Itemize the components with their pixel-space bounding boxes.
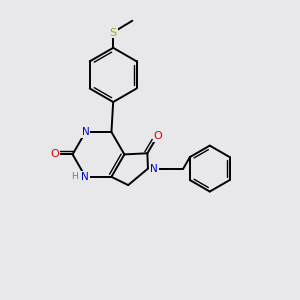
Text: O: O bbox=[50, 149, 59, 159]
Text: H: H bbox=[71, 172, 78, 182]
Text: N: N bbox=[81, 172, 89, 182]
Text: S: S bbox=[110, 28, 117, 38]
Text: O: O bbox=[153, 131, 162, 141]
Text: N: N bbox=[150, 164, 158, 174]
Text: N: N bbox=[82, 127, 89, 137]
